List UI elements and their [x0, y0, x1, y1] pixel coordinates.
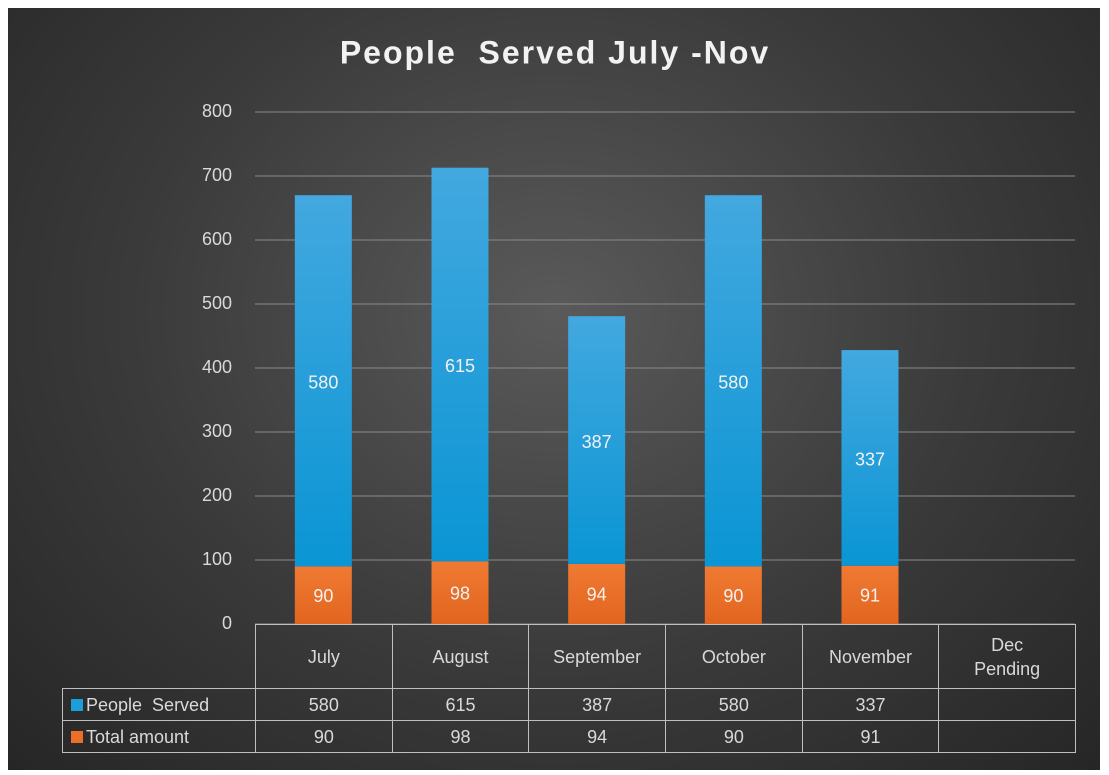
- table-cell: 98: [391, 720, 530, 753]
- table-header-cell: October: [665, 624, 803, 689]
- bar: [431, 167, 489, 562]
- table-cell-text: 90: [723, 726, 744, 747]
- table-cell: 90: [255, 720, 393, 753]
- table-cell: 91: [801, 720, 940, 753]
- data-label: 98: [450, 583, 470, 603]
- y-tick-label: 0: [222, 613, 232, 633]
- bar: [704, 566, 762, 624]
- y-tick-label: 700: [202, 165, 232, 185]
- bar: [704, 195, 762, 567]
- table-cell: 90: [665, 720, 803, 753]
- x-tick-label: Dec Pending: [974, 634, 1041, 679]
- data-label: 90: [723, 586, 743, 606]
- table-cell: [938, 720, 1076, 753]
- chart-title: People Served July -Nov: [340, 34, 770, 70]
- data-label: 580: [718, 373, 748, 393]
- y-tick-label: 600: [202, 229, 232, 249]
- legend-swatch: [71, 698, 83, 711]
- y-tick-label: 200: [202, 485, 232, 505]
- table-cell-text: 615: [445, 694, 476, 715]
- table-cell: 580: [255, 688, 393, 721]
- table-cell: 615: [391, 688, 530, 721]
- legend-swatch: [71, 730, 83, 743]
- legend-label: Total amount: [86, 726, 190, 747]
- table-header-cell: November: [801, 624, 940, 689]
- table-header-cell: September: [528, 624, 666, 689]
- table-cell-text: 90: [313, 726, 334, 747]
- x-tick-label: September: [553, 646, 642, 667]
- y-tick-label: 800: [202, 101, 232, 121]
- data-label: 387: [582, 432, 612, 452]
- table-cell: 94: [528, 720, 666, 753]
- data-label: 90: [313, 586, 333, 606]
- bar: [568, 563, 626, 624]
- table-cell-text: 98: [450, 726, 471, 747]
- bar: [294, 195, 352, 567]
- table-cell: 387: [528, 688, 666, 721]
- y-tick-label: 500: [202, 293, 232, 313]
- x-tick-label: August: [432, 646, 489, 667]
- table-cell-text: 91: [860, 726, 881, 747]
- bar: [841, 350, 899, 566]
- table-cell-text: 94: [587, 726, 608, 747]
- data-label: 91: [860, 586, 880, 606]
- chart-background: [8, 8, 1100, 770]
- table-cell: [938, 688, 1076, 721]
- y-tick-label: 400: [202, 357, 232, 377]
- bar: [568, 316, 626, 564]
- table-cell-text: 337: [855, 694, 886, 715]
- bar: [294, 566, 352, 624]
- data-label: 580: [308, 373, 338, 393]
- legend-label: People Served: [86, 694, 210, 715]
- table-cell: 580: [665, 688, 803, 721]
- table-cell-text: 580: [718, 694, 749, 715]
- data-label: 94: [587, 585, 607, 605]
- legend-cell: People Served: [62, 688, 256, 721]
- x-tick-label: November: [828, 646, 912, 667]
- table-cell-text: 387: [582, 694, 613, 715]
- bar: [431, 561, 489, 624]
- table-header-cell: August: [391, 624, 530, 689]
- x-tick-label: July: [307, 646, 340, 667]
- legend-cell: Total amount: [62, 720, 256, 753]
- table-header-cell: July: [255, 624, 393, 689]
- table-cell-text: 580: [308, 694, 339, 715]
- x-tick-label: October: [701, 646, 766, 667]
- y-tick-label: 100: [202, 549, 232, 569]
- bar: [841, 565, 899, 624]
- table-header-cell: Dec Pending: [938, 624, 1076, 689]
- data-label: 337: [855, 450, 885, 470]
- table-cell: 337: [801, 688, 940, 721]
- data-label: 615: [445, 356, 475, 376]
- y-tick-label: 300: [202, 421, 232, 441]
